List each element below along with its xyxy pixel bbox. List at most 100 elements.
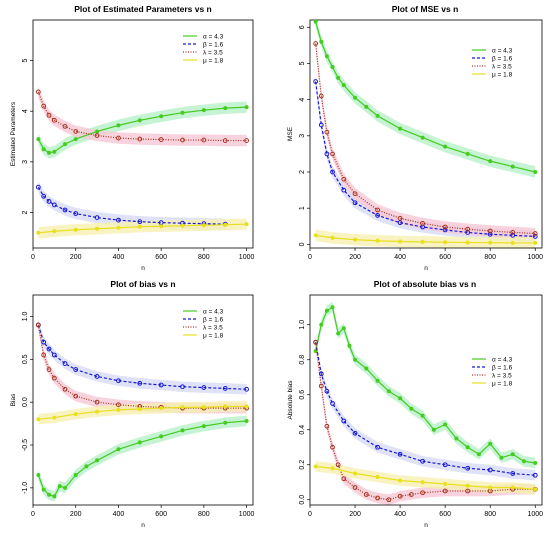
data-point-mu bbox=[420, 239, 425, 244]
data-point-alpha bbox=[319, 39, 324, 44]
data-point-lambda bbox=[397, 215, 403, 221]
data-point-alpha bbox=[398, 126, 403, 131]
legend-label-beta: β = 1.6 bbox=[492, 364, 513, 371]
y-tick-label: 0.0 bbox=[299, 495, 306, 505]
data-point-lambda bbox=[352, 485, 358, 490]
y-tick-label: 5 bbox=[299, 61, 306, 65]
x-tick-label: 800 bbox=[198, 254, 210, 261]
legend: α = 4.3β = 1.6λ = 3.5μ = 1.8 bbox=[472, 356, 513, 387]
data-point-mu bbox=[201, 223, 206, 228]
data-point-lambda bbox=[41, 103, 47, 109]
data-point-alpha bbox=[313, 19, 318, 24]
data-point-beta bbox=[487, 467, 493, 473]
legend-label-alpha: α = 4.3 bbox=[492, 356, 513, 363]
plot-frame bbox=[309, 19, 543, 249]
data-point-alpha bbox=[324, 54, 329, 59]
band-lambda bbox=[38, 86, 247, 147]
x-tick-label: 200 bbox=[349, 254, 361, 261]
data-point-alpha bbox=[347, 343, 352, 348]
data-point-lambda bbox=[73, 129, 79, 134]
y-tick-label: 0.6 bbox=[299, 390, 306, 400]
panel-2: Plot of MSE vs n 0 200 400 600 800 1000 0 1 2 3 4 5 6… bbox=[287, 4, 543, 272]
data-point-lambda bbox=[222, 138, 228, 143]
y-tick-label: 4 bbox=[299, 98, 306, 102]
data-point-lambda bbox=[46, 112, 52, 118]
x-tick-label: 1000 bbox=[239, 511, 255, 518]
band-alpha bbox=[38, 415, 247, 502]
y-tick-label: -0.5 bbox=[22, 439, 29, 451]
data-point-alpha bbox=[465, 445, 470, 450]
data-point-lambda bbox=[62, 386, 68, 392]
data-point-alpha bbox=[375, 113, 380, 118]
data-point-alpha bbox=[398, 396, 403, 401]
data-point-beta bbox=[94, 374, 100, 379]
y-tick-label: 0.4 bbox=[299, 425, 306, 435]
data-point-lambda bbox=[375, 495, 380, 501]
x-tick-label: 800 bbox=[198, 511, 210, 518]
data-point-alpha bbox=[201, 108, 206, 113]
data-point-alpha bbox=[52, 149, 57, 154]
x-tick-label: 400 bbox=[394, 511, 406, 518]
data-point-lambda bbox=[116, 135, 121, 141]
data-point-mu bbox=[465, 483, 470, 488]
data-point-mu bbox=[353, 237, 358, 242]
data-point-beta bbox=[510, 471, 516, 476]
y-tick-label: 0.8 bbox=[299, 355, 306, 365]
data-point-mu bbox=[159, 224, 164, 229]
data-point-alpha bbox=[63, 485, 68, 490]
data-point-mu bbox=[330, 466, 335, 471]
x-tick-label: 1000 bbox=[239, 254, 255, 261]
legend-label-beta: β = 1.6 bbox=[203, 316, 224, 323]
data-point-alpha bbox=[116, 447, 121, 452]
legend-label-alpha: α = 4.3 bbox=[203, 33, 224, 40]
series-line-beta bbox=[315, 81, 536, 238]
data-point-lambda bbox=[116, 402, 121, 408]
data-point-lambda bbox=[442, 224, 448, 230]
data-point-beta bbox=[51, 202, 57, 208]
x-axis-label: n bbox=[424, 522, 428, 529]
data-point-lambda bbox=[158, 137, 164, 142]
data-point-beta bbox=[324, 151, 330, 157]
y-tick-label: 0.0 bbox=[22, 397, 29, 407]
data-point-mu bbox=[73, 412, 78, 417]
data-point-lambda bbox=[318, 93, 324, 99]
data-point-beta bbox=[137, 219, 143, 225]
x-tick-label: 400 bbox=[113, 254, 125, 261]
data-point-beta bbox=[532, 472, 538, 478]
data-point-beta bbox=[465, 230, 471, 235]
data-point-beta bbox=[41, 193, 47, 199]
data-point-lambda bbox=[318, 383, 324, 389]
data-point-beta bbox=[46, 198, 52, 204]
data-point-lambda bbox=[420, 490, 426, 496]
data-point-lambda bbox=[341, 476, 347, 482]
data-point-lambda bbox=[51, 117, 57, 123]
data-point-alpha bbox=[499, 455, 504, 460]
data-point-alpha bbox=[476, 452, 481, 457]
data-point-mu bbox=[201, 405, 206, 410]
data-point-mu bbox=[533, 487, 538, 492]
data-point-alpha bbox=[533, 170, 538, 174]
data-point-beta bbox=[324, 388, 330, 394]
data-point-beta bbox=[442, 227, 448, 233]
data-point-alpha bbox=[409, 406, 414, 411]
data-point-beta bbox=[465, 465, 471, 471]
data-point-alpha bbox=[116, 123, 121, 128]
data-point-alpha bbox=[443, 144, 448, 149]
data-point-beta bbox=[46, 346, 52, 352]
series-line-beta bbox=[37, 324, 247, 390]
y-tick-label: 1.0 bbox=[22, 311, 29, 321]
legend-label-alpha: α = 4.3 bbox=[203, 308, 224, 315]
data-point-alpha bbox=[330, 65, 335, 70]
data-point-beta bbox=[532, 234, 538, 239]
x-tick-label: 400 bbox=[394, 254, 406, 261]
data-point-lambda bbox=[313, 339, 319, 345]
x-tick-label: 0 bbox=[31, 254, 35, 261]
legend-label-lambda: λ = 3.5 bbox=[203, 49, 223, 56]
data-point-alpha bbox=[223, 106, 228, 111]
series-line-lambda bbox=[315, 43, 536, 235]
data-point-lambda bbox=[408, 492, 414, 497]
data-point-alpha bbox=[41, 487, 46, 492]
data-point-mu bbox=[180, 223, 185, 228]
data-point-alpha bbox=[201, 424, 206, 429]
y-tick-label: 6 bbox=[299, 25, 306, 29]
